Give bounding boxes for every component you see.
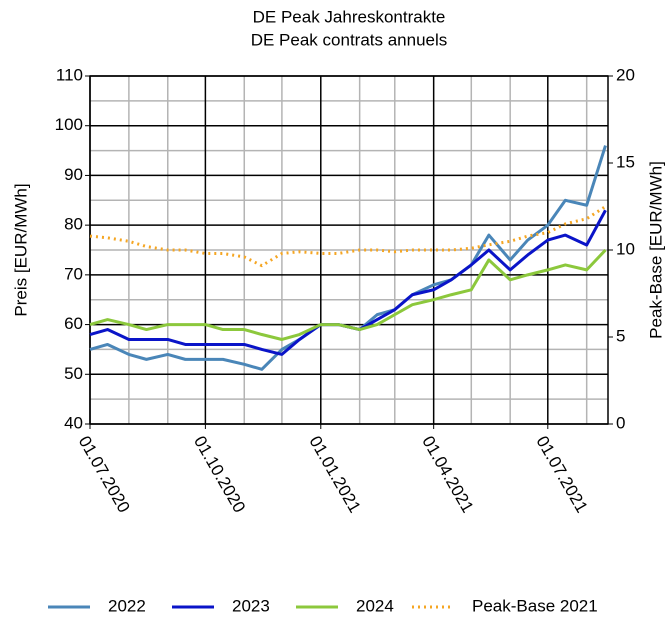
x-tick-label: 01.01.2021 (305, 433, 364, 516)
y2-tick-label: 20 (616, 65, 635, 84)
y-tick-label: 80 (64, 215, 83, 234)
y-tick-label: 90 (64, 165, 83, 184)
y-tick-label: 110 (56, 65, 83, 84)
plot-frame (89, 75, 609, 425)
y-axis-label: Preis [EUR/MWh] (11, 183, 30, 316)
y-tick-label: 60 (64, 314, 83, 333)
legend-label: Peak-Base 2021 (472, 596, 598, 615)
x-tick-label: 01.07.2020 (75, 433, 134, 516)
y-tick-label: 40 (64, 413, 83, 432)
legend-label: 2024 (356, 596, 394, 615)
series-line (89, 248, 607, 341)
y2-tick-label: 5 (616, 326, 625, 345)
y2-axis-label: Peak-Base [EUR/MWh] (646, 161, 665, 339)
x-tick-label: 01.10.2020 (190, 433, 249, 516)
chart-title: DE Peak Jahreskontrakte (253, 7, 446, 26)
y2-tick-label: 15 (616, 152, 635, 171)
y-tick-label: 50 (64, 364, 83, 383)
x-tick-label: 01.04.2021 (418, 433, 477, 516)
y2-tick-label: 0 (616, 413, 625, 432)
chart-title: DE Peak contrats annuels (251, 30, 448, 49)
x-tick-label: 01.07.2021 (532, 433, 591, 516)
y-tick-label: 100 (55, 115, 83, 134)
y2-tick-label: 10 (616, 239, 635, 258)
series-line (89, 205, 607, 268)
legend-label: 2022 (108, 596, 146, 615)
legend-label: 2023 (232, 596, 270, 615)
y-tick-label: 70 (64, 264, 83, 283)
